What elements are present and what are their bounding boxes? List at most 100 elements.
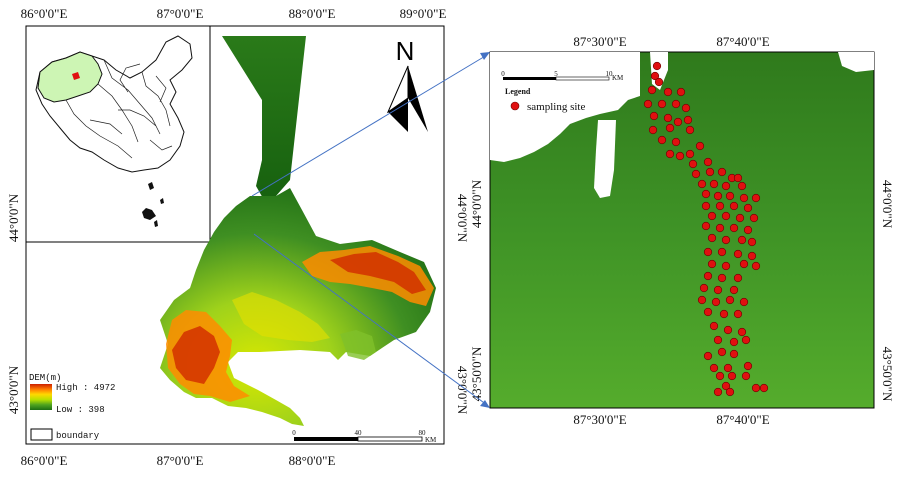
legend-site-label: sampling site [527, 101, 585, 113]
right-right-lat-label: 43°50'0"N [880, 347, 895, 402]
sampling-site-marker [721, 381, 731, 391]
right-scale-tick: 5 [554, 70, 558, 78]
sampling-site-marker [648, 125, 658, 135]
north-arrow-bottom [388, 98, 408, 132]
sampling-site-marker [650, 71, 660, 81]
southwest-peaks [172, 326, 220, 384]
sampling-site-marker [743, 203, 753, 213]
sampling-site-marker [663, 113, 673, 123]
sampling-site-marker [703, 307, 713, 317]
sampling-site-marker [747, 251, 757, 261]
left-lat-label: 43°0'0"N [6, 365, 21, 414]
sampling-site-marker [703, 157, 713, 167]
sampling-site-marker [723, 325, 733, 335]
boundary-legend: boundary [30, 428, 100, 441]
left-scale-tick: 80 [419, 429, 427, 437]
sampling-site-marker [721, 235, 731, 245]
sampling-site-marker [695, 141, 705, 151]
sampling-sites [643, 61, 769, 397]
sampling-site-marker [717, 167, 727, 177]
sampling-site-marker [707, 233, 717, 243]
left-lon-top-label: 89°0'0"E [400, 6, 447, 21]
sampling-site-marker [717, 273, 727, 283]
left-lon-top-label: 88°0'0"E [289, 6, 336, 21]
island-marks [142, 182, 164, 227]
sampling-site-marker [713, 285, 723, 295]
right-scale-tick: 0 [501, 70, 505, 78]
dem-color-ramp [30, 384, 52, 410]
sampling-site-marker [733, 249, 743, 259]
sampling-site-marker [676, 87, 686, 97]
sampling-site-marker [681, 103, 691, 113]
sampling-site-marker [729, 337, 739, 347]
sampling-site-marker [733, 173, 743, 183]
left-right-lat-label: 43°0'0"N [455, 366, 470, 415]
north-arrow: N [386, 36, 428, 132]
sampling-site-marker [725, 295, 735, 305]
dem-legend-title: DEM(m) [29, 373, 61, 383]
sampling-site-marker [699, 283, 709, 293]
dem-high-label: High : 4972 [56, 383, 115, 393]
north-letter: N [396, 36, 415, 66]
sampling-site-marker [649, 111, 659, 121]
sampling-site-marker [703, 247, 713, 257]
sampling-site-marker [713, 387, 723, 397]
right-scale-tick: 10 [606, 70, 614, 78]
sampling-site-marker [703, 351, 713, 361]
left-scale-tick: 0 [292, 429, 296, 437]
right-lon-top-label: 87°30'0"E [573, 34, 626, 49]
sampling-site-marker [717, 347, 727, 357]
boundary-swatch [30, 428, 53, 441]
sampling-site-marker [721, 261, 731, 271]
sampling-site-marker [652, 61, 662, 71]
sampling-site-marker [751, 383, 761, 393]
sampling-site-marker [743, 225, 753, 235]
sampling-site-marker [657, 99, 667, 109]
sampling-site-marker [709, 179, 719, 189]
southeast-lobe [340, 330, 376, 360]
sampling-site-marker [727, 371, 737, 381]
boundary-label: boundary [56, 431, 100, 441]
china-inset [25, 25, 211, 243]
sampling-site-marker [739, 297, 749, 307]
zoom-connectors [251, 52, 490, 408]
connector-arrow-bottom [480, 400, 490, 408]
right-lon-top-label: 87°40'0"E [716, 34, 769, 49]
sampling-site-marker [671, 137, 681, 147]
left-lon-bottom-label: 88°0'0"E [289, 453, 336, 468]
sampling-site-marker [685, 149, 695, 159]
sampling-site-marker [759, 383, 769, 393]
sampling-site-marker [723, 363, 733, 373]
left-lon-top-label: 87°0'0"E [157, 6, 204, 21]
sampling-site-marker [725, 191, 735, 201]
sampling-site-marker [643, 99, 653, 109]
sampling-site-marker [715, 201, 725, 211]
sampling-site-marker [707, 259, 717, 269]
left-scale-unit: KM [425, 436, 437, 444]
sampling-site-marker [739, 259, 749, 269]
left-lon-top-label: 86°0'0"E [21, 6, 68, 21]
dem-study-area [160, 36, 436, 426]
right-lon-bottom-label: 87°40'0"E [716, 412, 769, 427]
sampling-site-marker [657, 135, 667, 145]
sampling-site-marker [647, 85, 657, 95]
sampling-site-marker [729, 201, 739, 211]
right-lon-bottom-label: 87°30'0"E [573, 412, 626, 427]
sampling-site-marker [741, 371, 751, 381]
sampling-site-marker [707, 211, 717, 221]
sampling-site-marker [671, 99, 681, 109]
sampling-site-marker [743, 361, 753, 371]
sampling-site-marker [749, 213, 759, 223]
sampling-site-marker [697, 295, 707, 305]
sampling-site-marker [721, 181, 731, 191]
right-scale-unit: KM [612, 74, 624, 82]
left-lon-bottom-label: 87°0'0"E [157, 453, 204, 468]
sampling-site-marker [701, 189, 711, 199]
sampling-site-marker [715, 223, 725, 233]
sampling-site-marker [719, 309, 729, 319]
sampling-site-marker [701, 221, 711, 231]
sampling-site-marker [703, 271, 713, 281]
right-map: 0 5 10 KM Legend sampling site [489, 51, 875, 409]
sampling-site-marker [737, 181, 747, 191]
sampling-site-marker [683, 115, 693, 125]
